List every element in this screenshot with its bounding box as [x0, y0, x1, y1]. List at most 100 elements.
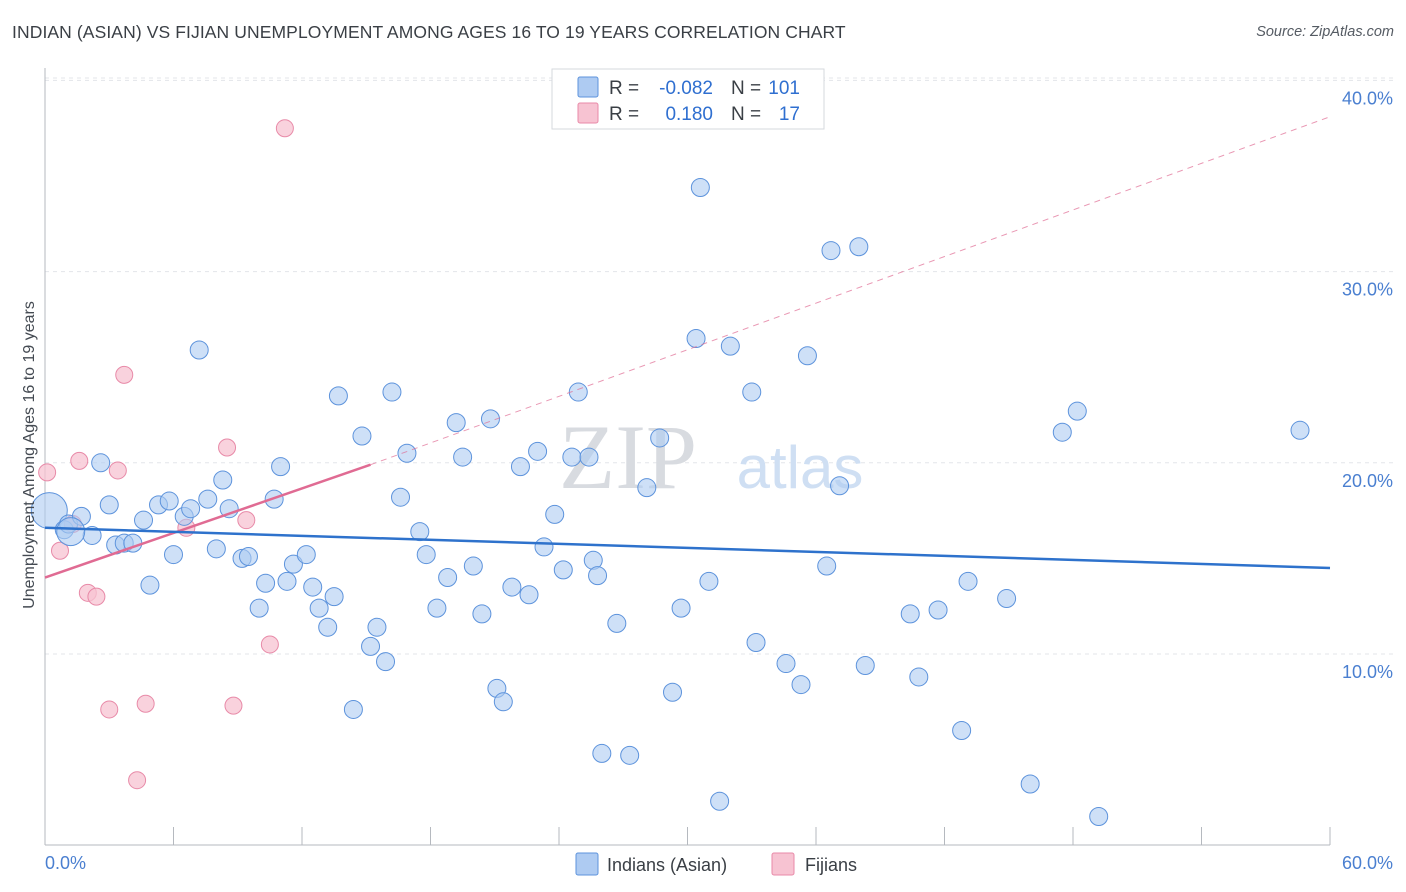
- indian-point: [283, 554, 303, 574]
- indian-point: [376, 652, 396, 672]
- indian-point: [91, 453, 111, 473]
- indian-point: [318, 617, 338, 637]
- indian-point: [607, 613, 627, 633]
- x-tick-label-max: 60.0%: [1342, 853, 1393, 873]
- indian-point: [710, 791, 730, 811]
- chart-title: INDIAN (ASIAN) VS FIJIAN UNEMPLOYMENT AM…: [12, 22, 846, 42]
- legend-n-value-fijian: 17: [779, 104, 800, 125]
- legend-r-value-indian: -0.082: [659, 78, 713, 99]
- indian-point: [797, 346, 817, 366]
- indian-point: [562, 447, 582, 467]
- legend-swatch-indian: [577, 76, 599, 98]
- indian-point: [397, 443, 417, 463]
- fijian-point: [218, 438, 237, 457]
- fijian-point: [100, 700, 119, 719]
- indian-point: [553, 560, 573, 580]
- indian-point: [382, 382, 402, 402]
- indian-point: [855, 655, 875, 675]
- indian-point: [821, 241, 841, 261]
- y-tick-label-40: 40.0%: [1342, 88, 1393, 108]
- indian-point: [958, 571, 978, 591]
- indian-point: [534, 537, 554, 557]
- indian-point: [416, 545, 436, 565]
- indian-point: [686, 329, 706, 349]
- indian-point: [189, 340, 209, 360]
- indian-point: [410, 522, 430, 542]
- correlation-legend: R = -0.082 N = 101 R = 0.180 N = 17: [551, 68, 825, 130]
- indian-point: [391, 487, 411, 507]
- indian-point: [198, 489, 218, 509]
- fijian-point: [260, 635, 279, 654]
- indian-point: [1290, 420, 1310, 440]
- x-tick-label-min: 0.0%: [45, 853, 86, 873]
- indian-point: [1089, 807, 1109, 827]
- fijian-point: [38, 463, 57, 482]
- indian-point: [238, 546, 258, 566]
- indian-point: [367, 617, 387, 637]
- indian-point: [328, 386, 348, 406]
- indian-point: [519, 585, 539, 605]
- fijian-trend-line: [44, 463, 371, 579]
- indian-point: [510, 457, 530, 477]
- indian-point: [1052, 422, 1072, 442]
- indian-point: [909, 667, 929, 687]
- indian-point: [463, 556, 483, 576]
- indian-point: [579, 447, 599, 467]
- indian-point: [438, 568, 458, 588]
- series-legend-label-indian: Indians (Asian): [607, 855, 727, 875]
- indian-point: [671, 598, 691, 618]
- legend-n-value-indian: 101: [768, 78, 800, 99]
- grid-lines: [45, 77, 1393, 655]
- indian-point: [720, 336, 740, 356]
- indian-point: [256, 573, 276, 593]
- indian-point: [277, 571, 297, 591]
- indian-point: [997, 589, 1017, 609]
- indian-point: [213, 470, 233, 490]
- indian-point: [140, 575, 160, 595]
- legend-n-label-indian: N =: [731, 78, 761, 99]
- indian-point: [164, 545, 183, 565]
- indian-point: [134, 510, 154, 530]
- y-axis-label: Unemployment Among Ages 16 to 19 years: [21, 301, 38, 609]
- series-legend: Indians (Asian) Fijians: [575, 852, 857, 876]
- trend-lines: [44, 116, 1331, 579]
- indian-point: [99, 495, 119, 515]
- fijian-point: [128, 771, 147, 790]
- indian-point: [502, 577, 522, 597]
- fijian-points: [38, 119, 294, 790]
- indian-point: [690, 177, 710, 197]
- indian-point: [271, 457, 291, 477]
- indian-point: [742, 382, 762, 402]
- indian-point: [545, 504, 565, 524]
- fijian-point: [50, 541, 69, 560]
- indian-point: [952, 720, 972, 740]
- indian-point: [343, 699, 363, 719]
- legend-r-value-fijian: 0.180: [665, 104, 713, 125]
- y-tick-label-30: 30.0%: [1342, 280, 1393, 300]
- legend-r-label-fijian: R =: [609, 104, 639, 125]
- indian-point: [637, 478, 657, 498]
- indian-point: [650, 428, 670, 448]
- series-legend-swatch-fijian: [771, 852, 795, 876]
- fijian-trend-extension: [370, 116, 1331, 466]
- indian-point: [592, 743, 612, 763]
- indian-point: [830, 476, 850, 496]
- indian-point: [472, 604, 492, 624]
- legend-swatch-fijian: [577, 102, 599, 124]
- fijian-point: [115, 365, 134, 384]
- series-legend-swatch-indian: [575, 852, 599, 876]
- indian-point: [296, 545, 316, 565]
- y-tick-label-20: 20.0%: [1342, 471, 1393, 491]
- indian-point: [528, 441, 548, 461]
- legend-n-label-fijian: N =: [731, 104, 761, 125]
- series-legend-label-fijian: Fijians: [805, 855, 857, 875]
- indian-point: [453, 447, 473, 467]
- indian-point: [352, 426, 372, 446]
- source-credit: Source: ZipAtlas.com: [1256, 24, 1394, 40]
- indian-point: [849, 237, 869, 257]
- indian-point: [206, 539, 226, 559]
- fijian-point: [108, 461, 127, 480]
- indian-point: [181, 499, 201, 519]
- indian-point: [249, 598, 269, 618]
